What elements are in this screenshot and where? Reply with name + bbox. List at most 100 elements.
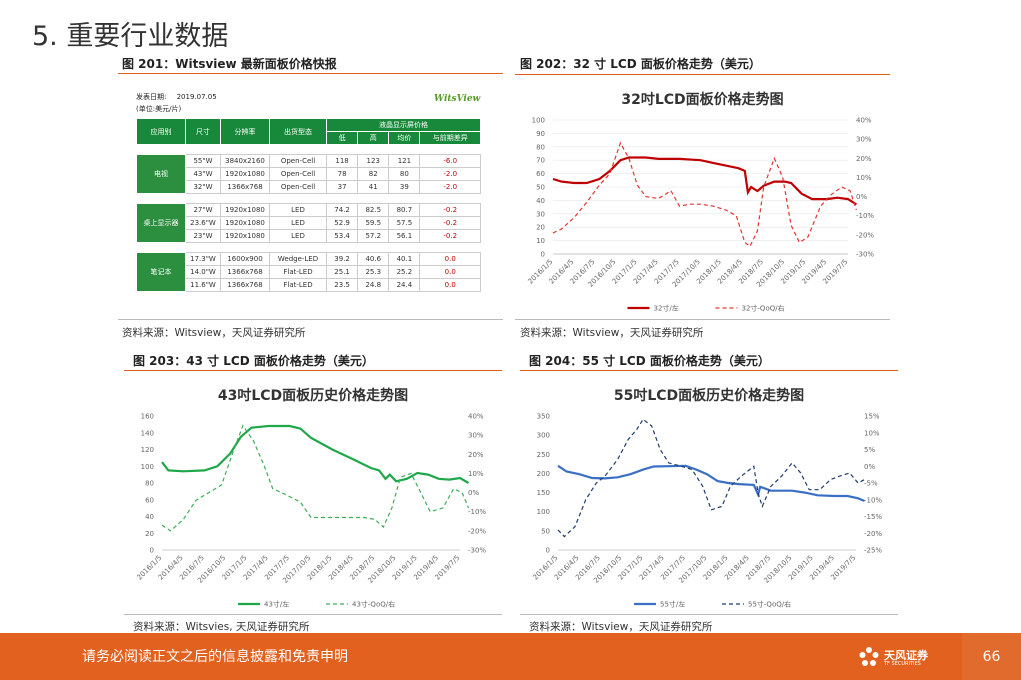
y2-tick-label: -10% — [856, 212, 874, 220]
y-tick-label: 100 — [532, 117, 545, 125]
fig202-title: 图 202：32 寸 LCD 面板价格走势（美元） — [520, 57, 761, 71]
table-cell: 78 — [325, 167, 359, 181]
table-cell: 118 — [325, 154, 359, 168]
group-label: 电视 — [136, 154, 186, 194]
table-cell: 25.1 — [325, 265, 359, 279]
table-cell: 14.0"W — [185, 265, 221, 279]
table-row: 电视 55"W 3840x2160 Open-Cell 118 123 121 -6.0 — [136, 154, 481, 194]
table-row: 笔记本 17.3"W 1600x900 Wedge-LED 39.2 40.6 40.1 0.… — [136, 252, 481, 292]
y-tick-label: 20 — [145, 530, 154, 538]
y2-tick-label: -10% — [864, 496, 882, 504]
table-cell: 43"W — [185, 167, 221, 181]
header-high: 高 — [357, 131, 390, 145]
table-cell: 3840x2160 — [220, 154, 270, 168]
fig201-source: 资料来源：Witsview，天风证券研究所 — [122, 327, 306, 339]
header-size: 尺寸 — [185, 118, 221, 145]
y2-tick-label: 0% — [856, 193, 867, 201]
fig201-title: 图 201：Witsview 最新面板价格快报 — [122, 57, 337, 71]
chart-32-inch: 32吋LCD面板价格走势图 0 10 20 30 40 50 60 70 80 90 100 40% 30… — [527, 91, 875, 313]
legend-label: 43寸-QoQ/右 — [352, 600, 395, 609]
table-cell: 1366x768 — [220, 278, 270, 292]
table-group: 笔记本 17.3"W 1600x900 Wedge-LED 39.2 40.6 40.1 0.… — [136, 252, 481, 292]
y2-tick-label: 20% — [468, 451, 484, 459]
y2-tick-label: 5% — [864, 446, 875, 454]
footer-bar — [0, 633, 1021, 680]
y-tick-label: 80 — [536, 143, 545, 151]
y-tick-label: 90 — [536, 130, 545, 138]
y-tick-label: 70 — [536, 157, 545, 165]
table-cell: 1366x768 — [220, 180, 270, 194]
table-cell: 1920x1080 — [220, 216, 270, 230]
y2-tick-label: 15% — [864, 413, 880, 421]
table-cell: 1920x1080 — [220, 229, 270, 243]
y-tick-label: 0 — [546, 547, 550, 555]
y-tick-label: 40 — [536, 197, 545, 205]
y-tick-label: 50 — [541, 527, 550, 535]
table-cell: 1920x1080 — [220, 167, 270, 181]
y-tick-label: 100 — [141, 463, 154, 471]
table-cell: 123 — [357, 154, 390, 168]
table-cell: 0.0 — [419, 278, 481, 292]
y-tick-label: 160 — [141, 413, 154, 421]
table-row: 桌上显示器 27"W 1920x1080 LED 74.2 82.5 80.7 -0.2 — [136, 203, 481, 243]
legend-label: 55寸/左 — [660, 600, 685, 609]
release-date: 2019.07.05 — [176, 93, 217, 101]
y-tick-label: 60 — [145, 496, 154, 504]
footer-disclaimer: 请务必阅读正文之后的信息披露和免责申明 — [82, 649, 348, 665]
y2-tick-label: 0% — [864, 463, 875, 471]
series-line-2 — [552, 141, 857, 248]
fig203-top-rule — [124, 370, 502, 371]
legend-label: 43寸/左 — [264, 600, 289, 609]
table-cell: -0.2 — [419, 203, 481, 217]
y-tick-label: 300 — [537, 432, 550, 440]
table-cell: 24.8 — [357, 278, 390, 292]
series-line-1 — [552, 156, 857, 206]
table-cell: 32"W — [185, 180, 221, 194]
table-cell: 0.0 — [419, 265, 481, 279]
page-number: 66 — [962, 633, 1021, 680]
table-cell: 23"W — [185, 229, 221, 243]
y2-tick-label: -20% — [468, 527, 486, 535]
y-tick-label: 150 — [537, 489, 550, 497]
table-row: 23"W 1920x1080 LED 53.4 57.2 56.1 -0.2 — [137, 229, 481, 243]
table-cell: 55"W — [185, 154, 221, 168]
table-cell: 39 — [388, 180, 421, 194]
table-cell: -0.2 — [419, 216, 481, 230]
table-cell: -2.0 — [419, 167, 481, 181]
y-tick-label: 140 — [141, 429, 154, 437]
header-app: 应用别 — [136, 118, 186, 145]
y2-tick-label: 40% — [468, 413, 484, 421]
y2-tick-label: -20% — [864, 530, 882, 538]
y2-tick-label: 30% — [856, 136, 872, 144]
y-tick-label: 50 — [536, 184, 545, 192]
y2-tick-label: 10% — [468, 470, 484, 478]
y-tick-label: 40 — [145, 513, 154, 521]
fig202-top-rule — [515, 74, 890, 75]
y2-tick-label: 10% — [864, 429, 880, 437]
unit-note: (单位:美元/片) — [136, 105, 182, 113]
fig203-source: 资料来源：Witsvies, 天风证券研究所 — [133, 621, 310, 633]
y-tick-label: 10 — [536, 237, 545, 245]
y2-tick-label: 40% — [856, 117, 872, 125]
table-row: 14.0"W 1366x768 Flat-LED 25.1 25.3 25.2 0.0 — [137, 265, 481, 279]
fig201-top-rule — [118, 73, 503, 74]
fig203-title: 图 203：43 寸 LCD 面板价格走势（美元） — [133, 354, 374, 368]
table-cell: 82.5 — [357, 203, 390, 217]
table-cell: 82 — [357, 167, 390, 181]
table-cell: 11.6"W — [185, 278, 221, 292]
series-line-1 — [557, 464, 865, 503]
y2-tick-label: -30% — [856, 251, 874, 259]
table-group: 桌上显示器 27"W 1920x1080 LED 74.2 82.5 80.7 -0.2 23.… — [136, 203, 481, 243]
table-cell: 80 — [388, 167, 421, 181]
chart-title: 43吋LCD面板历史价格走势图 — [218, 387, 408, 404]
table-cell: Flat-LED — [269, 265, 327, 279]
group-label: 桌上显示器 — [136, 203, 186, 243]
fig204-source: 资料来源：Witsview，天风证券研究所 — [529, 621, 713, 633]
y-tick-label: 350 — [537, 413, 550, 421]
y-tick-label: 0 — [150, 547, 154, 555]
table-cell: 0.0 — [419, 252, 481, 266]
fig204-title: 图 204：55 寸 LCD 面板价格走势（美元） — [529, 354, 770, 368]
y2-tick-label: 10% — [856, 174, 872, 182]
y2-tick-label: 0% — [468, 489, 479, 497]
y2-tick-label: -5% — [864, 480, 878, 488]
